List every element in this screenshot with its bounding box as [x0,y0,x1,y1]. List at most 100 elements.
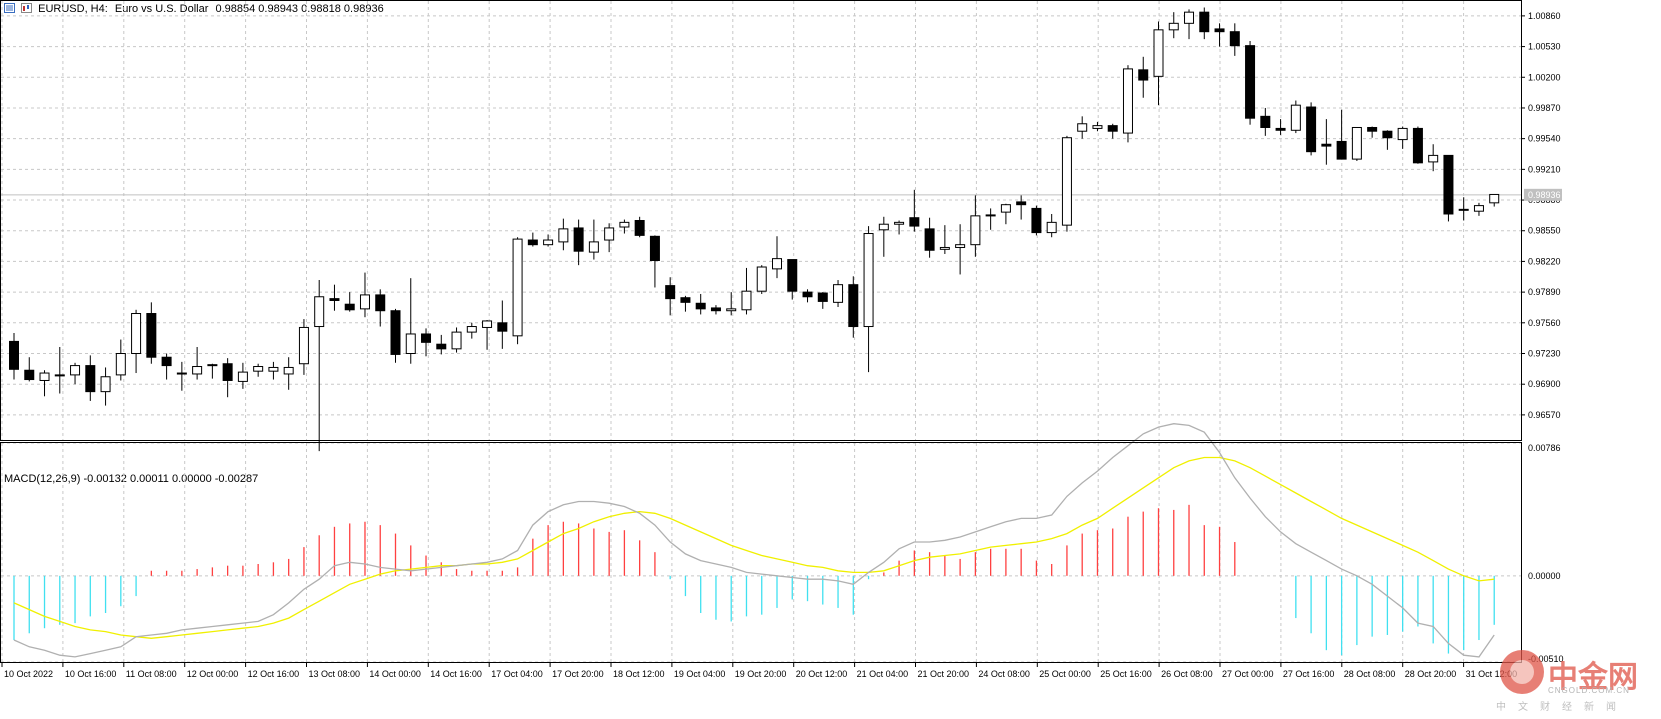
candle-bullish [543,239,554,246]
candle-bearish [1016,201,1027,206]
candle-bullish [39,372,50,381]
candle-bullish [283,366,294,375]
time-axis-label: 17 Oct 04:00 [491,669,543,679]
time-axis-label: 12 Oct 00:00 [187,669,239,679]
price-chart-pane[interactable]: EURUSD, H4: Euro vs U.S. Dollar 0.98854 … [0,0,1622,467]
candle-bullish [604,227,615,241]
watermark-brand: 中金网 [1548,660,1638,695]
time-axis-label: 18 Oct 12:00 [613,669,665,679]
symbol-timeframe: EURUSD, H4: [38,3,108,15]
candle-bearish [24,369,35,381]
time-axis-label: 17 Oct 20:00 [552,669,604,679]
candle-bearish [1245,45,1256,119]
time-axis-label: 14 Oct 00:00 [369,669,421,679]
candle-bullish [1458,208,1469,211]
price-axis-label: 1.00530 [1528,42,1561,52]
candle-bearish [787,259,798,292]
macd-axis-label: 0.00000 [1528,571,1561,581]
candle-bullish [756,266,767,292]
time-axis-label: 10 Oct 2022 [4,669,53,679]
candle-bearish [344,303,355,311]
candle-bearish [1229,31,1240,47]
time-axis-label: 14 Oct 16:00 [430,669,482,679]
time-axis-label: 25 Oct 16:00 [1100,669,1152,679]
candle-bullish [588,241,599,253]
candle-bearish [1412,127,1423,164]
candle-bullish [1168,22,1179,31]
candle-bullish [1092,125,1103,129]
candle-bullish [192,366,203,375]
candle-bullish [1184,11,1195,24]
candle-bearish [1367,126,1378,132]
cngold-watermark: 中金网 CNGOLD.COM.CN 中文财经新闻 [1496,650,1650,713]
candle-bearish [1031,207,1042,234]
cngold-logo [1500,650,1544,694]
candle-bearish [375,294,386,312]
price-axis-label: 0.96570 [1528,410,1561,420]
candle-bullish [833,284,844,303]
price-axis-label: 0.96900 [1528,379,1561,389]
current-price-tag [1524,188,1562,201]
price-axis-label: 0.99870 [1528,103,1561,113]
macd-signal-line [13,456,1495,639]
candle-bullish [237,371,248,382]
candle-bullish [558,228,569,243]
price-axis-label: 1.00860 [1528,11,1561,21]
candle-bullish [1153,29,1164,77]
candle-bullish [894,221,905,225]
candle-bearish [1382,130,1393,139]
candle-bearish [924,228,935,251]
symbol-description: Euro vs U.S. Dollar [114,3,209,15]
candle-bearish [146,313,157,358]
candle-bearish [848,284,859,328]
candle-bullish [482,320,493,328]
candle-bullish [253,366,264,372]
candle-bullish [1122,68,1133,134]
candle-bearish [85,365,96,393]
candle-bearish [680,297,691,303]
candle-bullish [1077,123,1088,132]
candle-bearish [527,239,538,246]
macd-title: MACD(12,26,9) -0.00132 0.00011 0.00000 -… [4,473,259,485]
candle-bullish [955,244,966,248]
watermark-tagline: 中文财经新闻 [1496,702,1628,713]
candle-bearish [329,298,340,301]
candle-bearish [634,220,645,236]
time-axis-label: 13 Oct 08:00 [309,669,361,679]
price-axis-label: 0.97230 [1528,349,1561,359]
macd-indicator-pane[interactable]: MACD(12,26,9) -0.00132 0.00011 0.00000 -… [0,470,1622,707]
candle-bullish [1046,221,1057,234]
time-axis-label: 27 Oct 16:00 [1283,669,1335,679]
macd-axis-label: 0.00786 [1528,443,1561,453]
candle-bearish [161,356,172,367]
candle-bullish [131,313,142,355]
candle-bearish [1336,140,1347,160]
candle-bullish [451,331,462,350]
candle-bullish [619,221,630,228]
candle-bullish [359,294,370,310]
price-axis-label: 0.99210 [1528,164,1561,174]
candle-bullish [1489,193,1500,204]
watermark-domain: CNGOLD.COM.CN [1548,686,1630,695]
macd-main-line [13,423,1495,658]
time-axis-label: 19 Oct 20:00 [735,669,787,679]
candle-bearish [909,217,920,227]
candle-bullish [1428,154,1439,163]
price-axis-label: 0.97890 [1528,287,1561,297]
current-price-label: 0.98936 [1528,190,1561,200]
candle-bearish [665,285,676,300]
candle-bearish [695,302,706,310]
time-axis-label: 26 Oct 08:00 [1161,669,1213,679]
candle-bearish [1199,11,1210,33]
macd-pane-border [0,442,1522,663]
candle-bullish [726,308,737,312]
candle-bullish [268,366,279,372]
ohlc-values: 0.98854 0.98943 0.98818 0.98936 [215,3,384,15]
candlestick-chart-icon [21,3,33,13]
candle-bullish [54,374,65,377]
candle-bullish [100,376,111,393]
candle-bullish [939,246,950,250]
candle-bullish [970,215,981,246]
